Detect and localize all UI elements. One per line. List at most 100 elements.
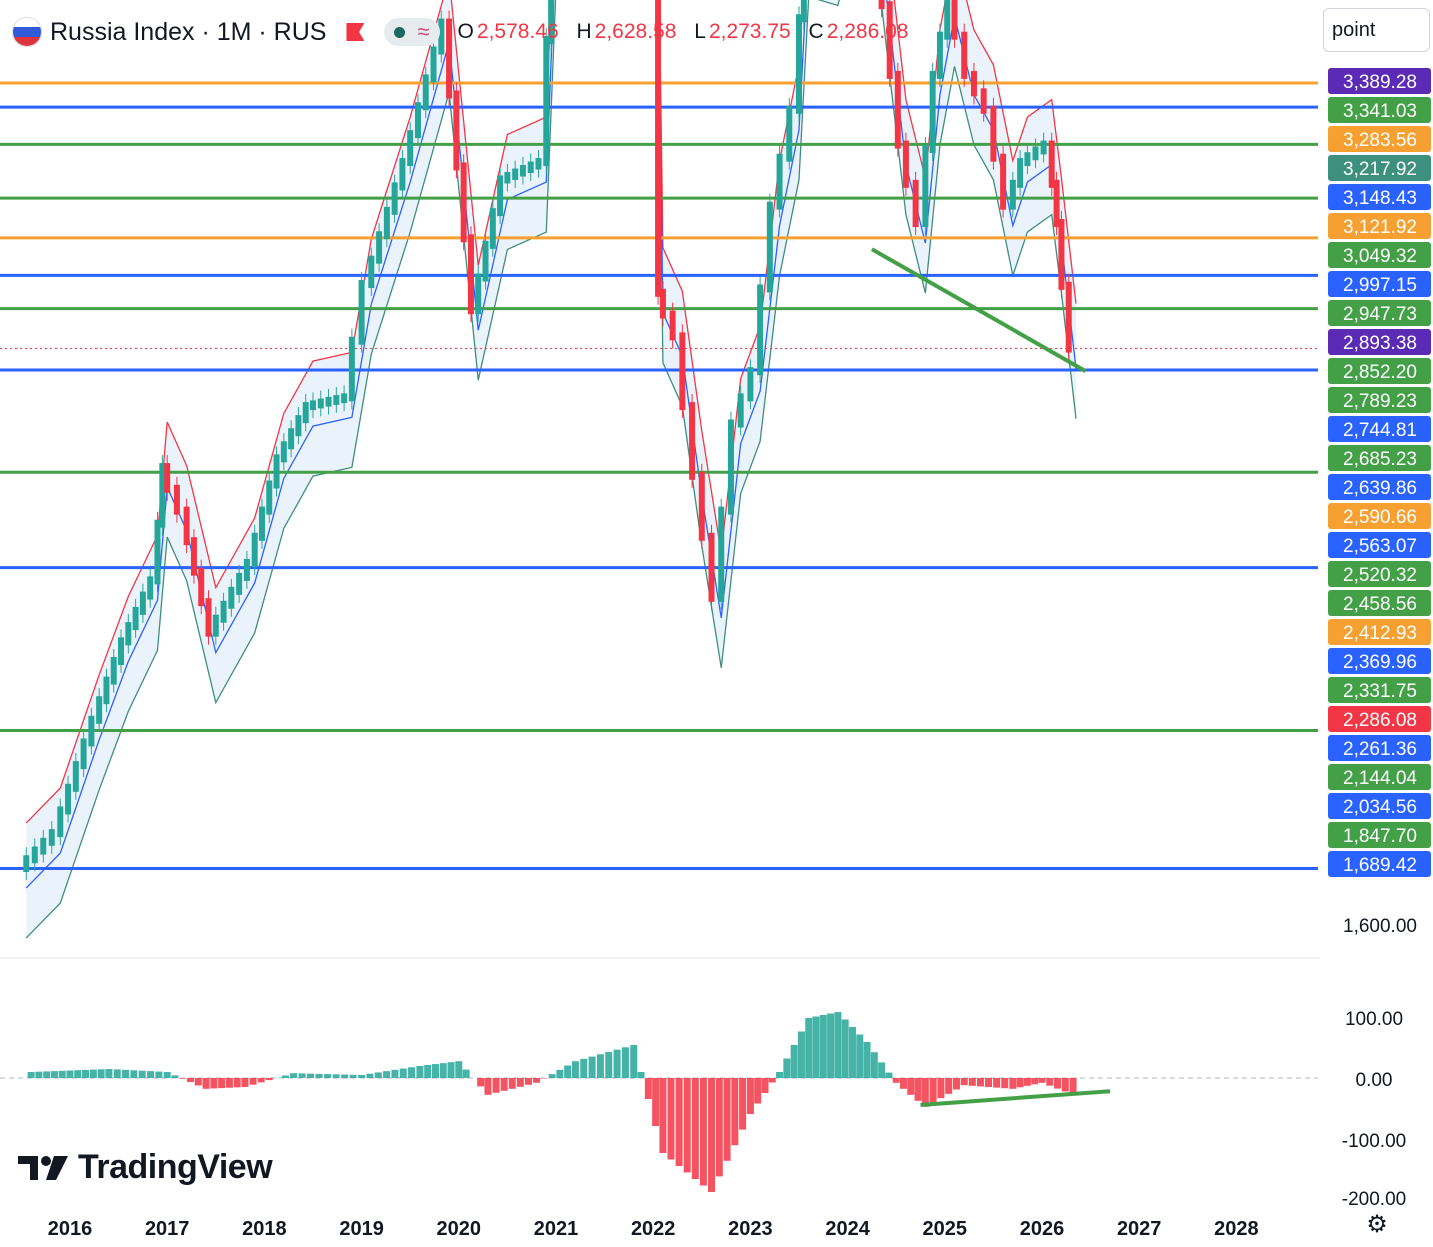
indicator-status-pill[interactable]: ≈ [384, 18, 440, 46]
candle-body [273, 454, 280, 489]
time-axis-tick-5: 2021 [534, 1218, 579, 1240]
trendline-1 [870, 247, 1087, 373]
macd-bar [929, 1078, 937, 1103]
low-value: 2,273.75 [708, 20, 791, 43]
macd-bar [841, 1019, 849, 1078]
macd-bar [82, 1069, 90, 1078]
level-label-6: 3,049.32 [1343, 246, 1417, 267]
level-label-bg-26 [1328, 822, 1431, 848]
macd-bar [683, 1078, 691, 1173]
macd-bar [58, 1070, 66, 1078]
macd-bar [699, 1078, 707, 1186]
symbol-title[interactable]: Russia Index · 1M · RUS [50, 17, 327, 46]
macd-bar [439, 1063, 447, 1078]
macd-bar [516, 1078, 524, 1087]
level-label-16: 2,563.07 [1343, 536, 1417, 557]
macd-bar [878, 1062, 886, 1078]
candle-body [655, 0, 662, 297]
level-label-bg-27 [1328, 851, 1431, 877]
candle-body [212, 614, 219, 637]
macd-bar [776, 1072, 784, 1078]
macd-bar [97, 1069, 105, 1078]
candle-body [266, 480, 273, 515]
macd-bar [644, 1078, 652, 1099]
candle-body [325, 396, 332, 407]
candle-body [1009, 179, 1016, 210]
macd-bar [500, 1078, 508, 1091]
candle-body [796, 14, 802, 114]
candle-body [980, 88, 987, 114]
macd-bar [715, 1078, 723, 1177]
candle-body [1024, 152, 1031, 167]
level-label-24: 2,144.04 [1343, 768, 1417, 789]
candle-body [183, 506, 190, 546]
band-upper-line [25, 0, 1077, 824]
candle-body [727, 419, 734, 515]
candle-body [944, 0, 951, 40]
chart-header: Russia Index · 1M · RUS ≈ O 2,578.46 H 2,6… [12, 12, 920, 52]
macd-bar [477, 1078, 485, 1087]
candle-body [317, 398, 324, 409]
candle-body [48, 829, 55, 846]
macd-bar [937, 1078, 945, 1099]
macd-bar [315, 1073, 323, 1078]
level-label-bg-20 [1328, 648, 1431, 674]
level-label-bg-3 [1328, 155, 1431, 181]
macd-bar [66, 1070, 74, 1078]
candle-body [894, 70, 901, 149]
candle-body [23, 855, 30, 872]
candle-body [348, 336, 355, 402]
tradingview-mark-icon [18, 1155, 68, 1180]
level-label-bg-8 [1328, 300, 1431, 326]
macd-bar [332, 1074, 340, 1078]
candle-body [535, 158, 542, 170]
candle-body [139, 591, 146, 615]
macd-bar [447, 1062, 455, 1078]
level-label-17: 2,520.32 [1343, 565, 1417, 586]
level-label-bg-10 [1328, 358, 1431, 384]
macd-bar [588, 1056, 596, 1078]
candle-body [698, 471, 705, 541]
flag-marker-icon[interactable] [346, 23, 365, 41]
level-label-20: 2,369.96 [1343, 652, 1417, 673]
macd-bar [366, 1073, 374, 1078]
macd-bar [138, 1070, 146, 1078]
macd-bar [492, 1078, 500, 1093]
candle-body [154, 519, 161, 585]
macd-bar [179, 1078, 187, 1079]
macd-bar [580, 1058, 588, 1078]
macd-bar [462, 1069, 470, 1078]
macd-bar [790, 1045, 798, 1078]
macd-bar [1023, 1078, 1031, 1086]
macd-bar [1031, 1078, 1039, 1085]
ohlc-readout: O 2,578.46 H 2,628.58 L 2,273.75 C 2,286.08 [458, 20, 921, 44]
macd-bar [74, 1070, 82, 1078]
level-label-26: 1,847.70 [1343, 826, 1417, 847]
brand-name: TradingView [78, 1148, 273, 1186]
live-dot-icon [394, 26, 406, 38]
macd-bar [827, 1013, 835, 1078]
time-axis-tick-11: 2027 [1117, 1218, 1162, 1240]
level-label-1: 3,341.03 [1343, 101, 1417, 122]
level-label-4: 3,148.43 [1343, 188, 1417, 209]
candle-body [912, 179, 919, 228]
candle-body [198, 567, 205, 607]
axis-unit-selector[interactable]: point [1323, 8, 1430, 52]
macd-bar [155, 1071, 163, 1078]
time-axis-tick-2: 2018 [242, 1218, 287, 1240]
close-key: C [808, 20, 824, 43]
macd-bar [960, 1078, 968, 1086]
macd-bar [968, 1078, 976, 1086]
candle-body [929, 70, 936, 153]
macd-bar [358, 1075, 366, 1078]
candle-body [80, 738, 87, 770]
macd-bar [416, 1066, 424, 1078]
candle-body [220, 600, 227, 623]
open-value: 2,578.46 [476, 20, 559, 43]
macd-bar [257, 1078, 265, 1083]
settings-gear-icon[interactable]: ⚙ [1366, 1211, 1388, 1238]
time-axis-tick-12: 2028 [1214, 1218, 1259, 1240]
candle-body [132, 606, 139, 631]
level-label-bg-12 [1328, 416, 1431, 442]
